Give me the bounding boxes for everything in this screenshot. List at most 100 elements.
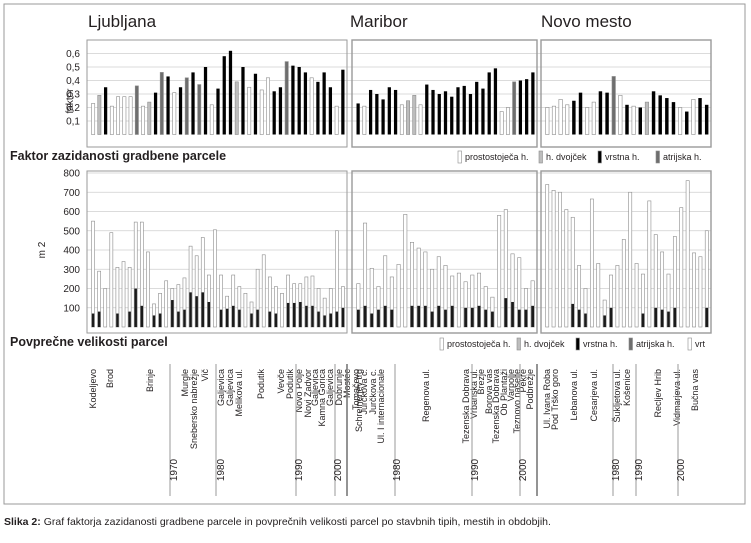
factor-bar — [284, 61, 289, 135]
decade-label: 1990 — [294, 458, 305, 481]
factor-panel-frame — [86, 39, 348, 148]
parcel-panel-frames — [86, 170, 712, 334]
parcel-bar-built — [299, 301, 302, 327]
decade-label: 1980 — [216, 458, 227, 481]
location-label: Snebersko nabrežje — [189, 369, 199, 449]
factor-legend: prostostoječa h. h. dvojček vrstna h. atrij… — [457, 150, 702, 164]
parcel-bar-built — [464, 307, 467, 327]
factor-bar — [184, 77, 189, 135]
factor-legend-label: vrstna h. — [605, 152, 640, 162]
parcel-legend-swatch — [516, 337, 521, 351]
location-label: Jurčkova c. — [359, 369, 369, 415]
factor-legend-label: atrijska h. — [663, 152, 702, 162]
parcel-bar-built — [268, 311, 272, 327]
parcel-bar-total — [322, 297, 327, 328]
factor-y-tick-label: 0,1 — [66, 117, 80, 128]
city-title-novo-mesto: Novo mesto — [541, 12, 632, 31]
location-label: Galjevica — [216, 369, 226, 406]
parcel-bar-built — [470, 307, 474, 327]
location-label: Melikova ul. — [234, 369, 244, 417]
location-label: Teznovo naselje — [512, 369, 522, 434]
factor-bar — [505, 107, 510, 135]
location-label: Jurčkova c. — [368, 369, 378, 415]
parcel-bar-total — [679, 207, 684, 328]
factor-bar — [512, 81, 517, 135]
location-label: Tezenska Dobrava — [491, 369, 501, 444]
factor-bar — [678, 107, 683, 135]
factor-bar — [518, 80, 523, 135]
parcel-bar-built — [424, 305, 427, 327]
location-label: Kodeljevo — [88, 369, 98, 409]
factor-chart: faktor 0,1 0,2 0,3 0,4 0,5 0,6 Faktor zazidan… — [10, 39, 712, 164]
parcel-y-ticks: 100 200 300 400 500 600 700 800 — [63, 169, 80, 315]
location-label: Regenova ul. — [421, 369, 431, 422]
decade-label: 1980 — [611, 458, 622, 481]
factor-bar — [159, 72, 164, 135]
factor-chart-title: Faktor zazidanosti gradbene parcele — [10, 149, 226, 163]
parcel-bar-built — [286, 302, 290, 327]
location-label: Borova vas — [484, 369, 494, 415]
parcel-bar-built — [329, 313, 332, 327]
factor-bar — [665, 98, 669, 135]
parcel-bar-built — [370, 313, 374, 327]
decade-label: 2000 — [333, 458, 344, 481]
factor-bar — [493, 68, 498, 135]
factor-bar — [272, 91, 276, 135]
factor-bar — [475, 81, 479, 135]
factor-bar — [704, 104, 709, 135]
factor-bar — [605, 92, 609, 135]
factor-bars — [91, 50, 709, 135]
factor-bar — [222, 56, 226, 135]
parcel-bar-built — [323, 315, 326, 327]
factor-bar — [558, 99, 563, 135]
factor-bar — [234, 81, 239, 135]
parcel-bar-built — [517, 309, 521, 327]
parcel-y-tick-label: 600 — [63, 207, 80, 218]
parcel-y-tick-label: 500 — [63, 226, 80, 237]
location-label: Novi Zadvor — [303, 369, 313, 418]
parcel-bar-built — [577, 309, 581, 327]
parcel-bar-built — [207, 301, 211, 327]
location-label: Novo Polje — [294, 369, 304, 413]
factor-bar — [443, 91, 448, 135]
location-label: Brod — [105, 369, 115, 388]
factor-bar — [253, 73, 258, 135]
factor-bar — [545, 107, 550, 135]
factor-panel-frame — [351, 39, 538, 148]
decade-label: 1990 — [470, 458, 481, 481]
factor-bar — [166, 76, 170, 135]
factor-bar — [356, 103, 360, 135]
location-label: Podutik — [285, 369, 295, 400]
parcel-bar-built — [484, 309, 488, 327]
factor-bar — [316, 81, 320, 135]
parcel-bar-total — [685, 180, 690, 328]
factor-bar — [578, 92, 583, 135]
factor-bar — [381, 99, 385, 135]
parcel-legend-label: h. dvojček — [524, 339, 565, 349]
factor-bar — [598, 91, 603, 135]
parcel-bar-total — [558, 191, 562, 328]
parcel-legend-swatch — [628, 337, 633, 351]
location-label: Kamna Gorica — [317, 369, 327, 427]
factor-panel-frames — [86, 39, 712, 148]
factor-bar — [387, 87, 391, 135]
factor-bar — [334, 105, 339, 135]
parcel-bar-built — [158, 313, 162, 327]
factor-legend-swatch — [597, 150, 602, 164]
factor-bar — [698, 98, 702, 135]
parcel-bar-built — [383, 305, 387, 327]
location-label: Schreinerjev trg — [354, 369, 364, 432]
factor-bar — [406, 100, 410, 135]
parcel-bar-built — [654, 307, 658, 327]
parcel-legend-swatch — [687, 337, 692, 351]
parcel-bar-built — [116, 313, 119, 327]
location-label: Košenice — [622, 369, 632, 406]
factor-bar — [216, 88, 220, 135]
parcel-bar-built — [292, 302, 296, 327]
factor-bar — [322, 72, 326, 135]
factor-bar — [399, 104, 404, 135]
factor-bar — [499, 111, 504, 135]
factor-legend-label: h. dvojček — [546, 152, 587, 162]
parcel-bar-total — [280, 293, 284, 328]
